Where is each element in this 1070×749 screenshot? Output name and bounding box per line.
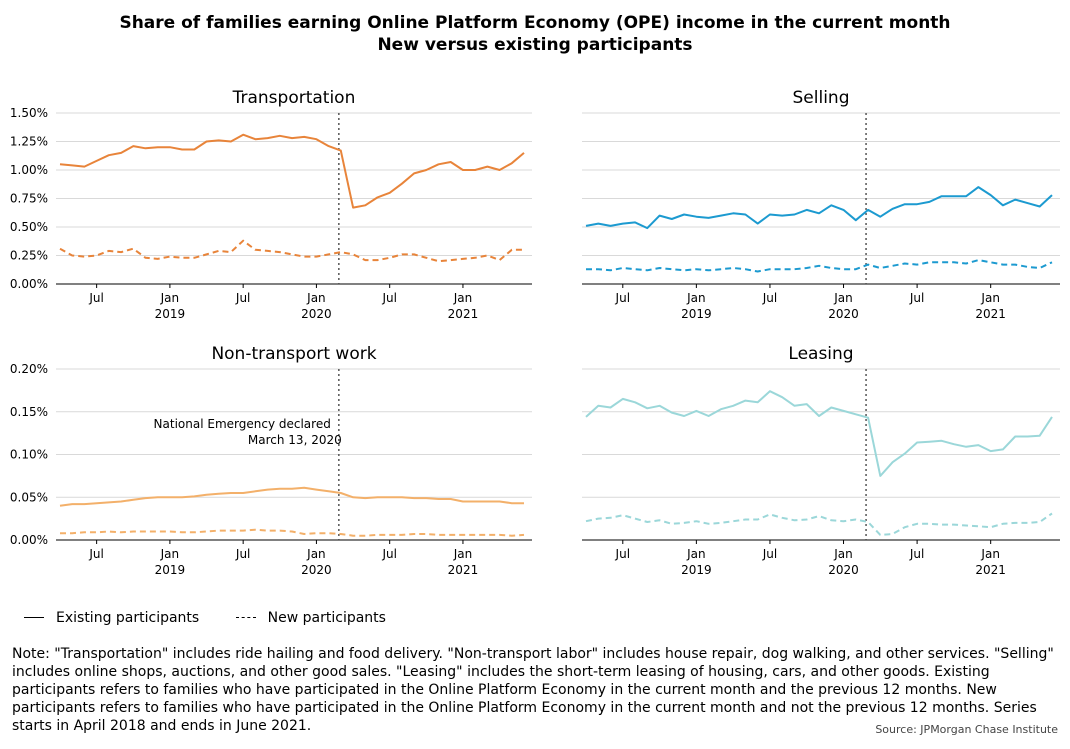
annotation-line-1: National Emergency declared [154,417,331,431]
series-existing-participants [59,486,524,507]
y-tick-label: 0.05% [10,490,48,504]
series-existing-participants [585,390,1053,477]
x-tick-label: Jan [306,547,326,561]
panel-title: Non-transport work [211,344,376,364]
x-year-label: 2020 [301,307,332,321]
series-new-participants [59,239,524,263]
x-tick-label: Jan [980,547,1000,561]
x-tick-label: Jan [980,291,1000,305]
y-tick-label: 1.50% [10,106,48,120]
y-tick-label: 0.20% [10,362,48,376]
y-tick-label: 1.25% [10,135,48,149]
x-year-label: 2020 [301,563,332,577]
x-tick-label: Jul [381,547,396,561]
title-line-2: New versus existing participants [377,35,693,55]
series-existing-participants [59,133,525,209]
x-tick-label: Jan [833,547,853,561]
legend-dashed-line-icon [235,617,256,618]
x-year-label: 2019 [155,563,186,577]
series-existing-participants [585,186,1053,230]
legend-existing: Existing participants [24,610,199,626]
x-year-label: 2019 [681,307,712,321]
y-tick-label: 0.00% [10,533,48,547]
series-new-participants [586,259,1053,273]
x-tick-label: Jul [762,547,777,561]
x-tick-label: Jul [909,547,924,561]
x-tick-label: Jul [381,291,396,305]
x-year-label: 2020 [828,307,859,321]
x-year-label: 2021 [975,307,1006,321]
y-tick-label: 0.15% [10,405,48,419]
series-new-participants [60,528,525,537]
legend-new: New participants [235,609,386,626]
x-tick-label: Jan [833,291,853,305]
y-tick-label: 0.25% [10,249,48,263]
source-text: Source: JPMorgan Chase Institute [875,723,1058,736]
legend-new-label: New participants [267,609,386,626]
title-line-1: Share of families earning Online Platfor… [119,13,951,33]
x-tick-label: Jul [615,291,630,305]
x-tick-label: Jul [909,291,924,305]
panel-title: Selling [793,88,850,108]
legend-solid-line-icon [24,617,44,618]
x-tick-label: Jan [160,547,180,561]
x-year-label: 2020 [828,563,859,577]
x-tick-label: Jul [88,547,103,561]
x-tick-label: Jan [453,291,473,305]
panel-title: Leasing [788,344,853,364]
x-tick-label: Jan [686,291,706,305]
x-tick-label: Jul [88,291,103,305]
chart-title: Share of families earning Online Platfor… [0,12,1070,56]
note-text: Note: "Transportation" includes ride hai… [12,646,1054,734]
x-year-label: 2021 [975,563,1006,577]
x-tick-label: Jan [453,547,473,561]
x-tick-label: Jul [235,291,250,305]
x-year-label: 2019 [681,563,712,577]
x-tick-label: Jul [762,291,777,305]
x-tick-label: Jan [306,291,326,305]
y-tick-label: 0.00% [10,277,48,291]
x-year-label: 2021 [448,563,479,577]
y-tick-label: 0.10% [10,448,48,462]
y-tick-label: 0.50% [10,220,48,234]
x-tick-label: Jul [235,547,250,561]
x-year-label: 2021 [448,307,479,321]
panel-title: Transportation [232,88,356,108]
legend: Existing participants New participants [24,606,418,626]
series-new-participants [585,512,1053,536]
legend-existing-label: Existing participants [56,609,200,626]
y-tick-label: 1.00% [10,163,48,177]
x-tick-label: Jul [615,547,630,561]
x-tick-label: Jan [686,547,706,561]
annotation-line-2: March 13, 2020 [248,433,342,447]
x-year-label: 2019 [155,307,186,321]
y-tick-label: 0.75% [10,192,48,206]
charts-svg: Transportation 0.00% 0.25% 0.50% 0.75% 1.00% 1… [10,88,1060,577]
x-tick-label: Jan [160,291,180,305]
